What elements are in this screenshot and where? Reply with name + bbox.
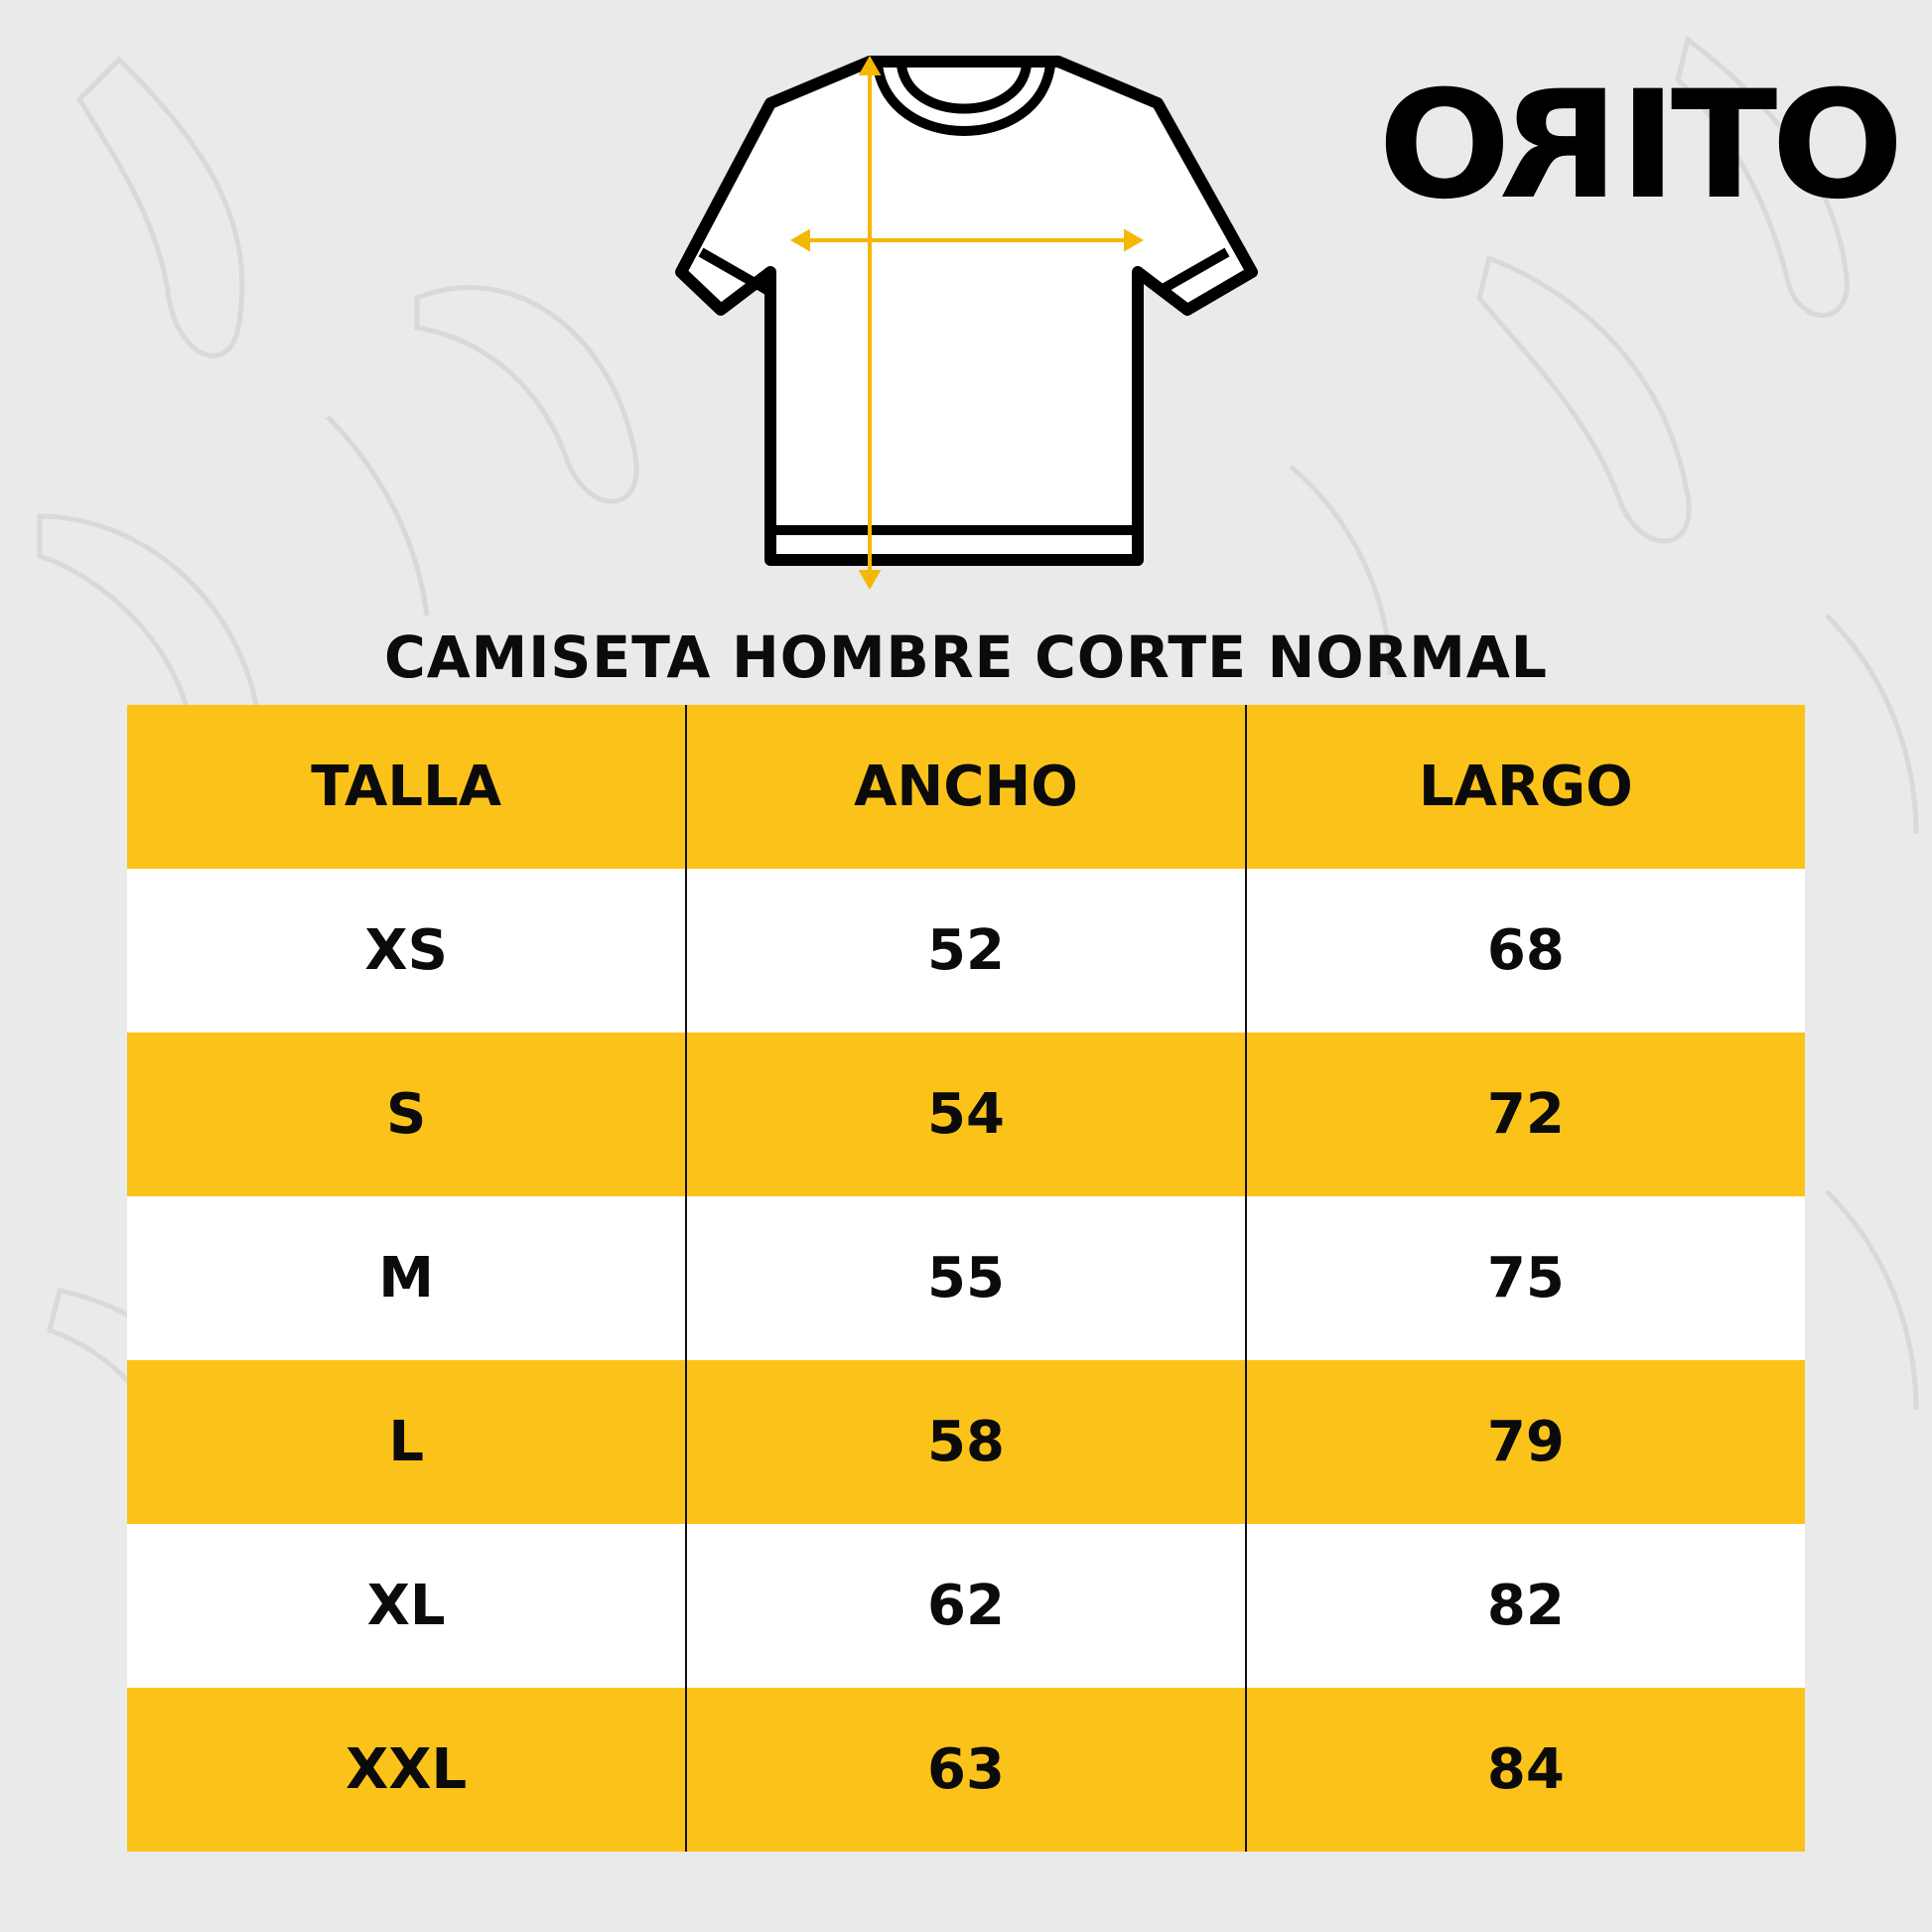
brand-logo: O R ITO bbox=[1378, 60, 1904, 232]
cell-width: 55 bbox=[685, 1196, 1246, 1360]
cell-size: S bbox=[127, 1033, 687, 1196]
cell-width: 52 bbox=[685, 869, 1246, 1033]
cell-length: 75 bbox=[1244, 1196, 1805, 1360]
cell-size: XXL bbox=[127, 1688, 687, 1852]
cell-size: L bbox=[127, 1360, 687, 1524]
table-row: S 54 72 bbox=[127, 1033, 1805, 1196]
cell-width: 58 bbox=[685, 1360, 1246, 1524]
table-row: L 58 79 bbox=[127, 1360, 1805, 1524]
cell-size: XS bbox=[127, 869, 687, 1033]
table-row: XS 52 68 bbox=[127, 869, 1805, 1033]
cell-length: 82 bbox=[1244, 1524, 1805, 1688]
cell-width: 62 bbox=[685, 1524, 1246, 1688]
cell-width: 54 bbox=[685, 1033, 1246, 1196]
page-title: CAMISETA HOMBRE CORTE NORMAL bbox=[384, 623, 1548, 691]
table-header-row: TALLA ANCHO LARGO bbox=[127, 705, 1805, 869]
table-row: M 55 75 bbox=[127, 1196, 1805, 1360]
cell-length: 84 bbox=[1244, 1688, 1805, 1852]
header-largo: LARGO bbox=[1244, 705, 1805, 869]
cell-width: 63 bbox=[685, 1688, 1246, 1852]
table-row: XXL 63 84 bbox=[127, 1688, 1805, 1852]
header-talla: TALLA bbox=[127, 705, 687, 869]
cell-size: XL bbox=[127, 1524, 687, 1688]
size-chart-table: TALLA ANCHO LARGO XS 52 68 S 54 72 M 55 … bbox=[127, 705, 1805, 1852]
cell-length: 72 bbox=[1244, 1033, 1805, 1196]
cell-length: 79 bbox=[1244, 1360, 1805, 1524]
cell-size: M bbox=[127, 1196, 687, 1360]
t-shirt-measurement-icon bbox=[675, 55, 1258, 591]
table-row: XL 62 82 bbox=[127, 1524, 1805, 1688]
header-ancho: ANCHO bbox=[685, 705, 1246, 869]
cell-length: 68 bbox=[1244, 869, 1805, 1033]
